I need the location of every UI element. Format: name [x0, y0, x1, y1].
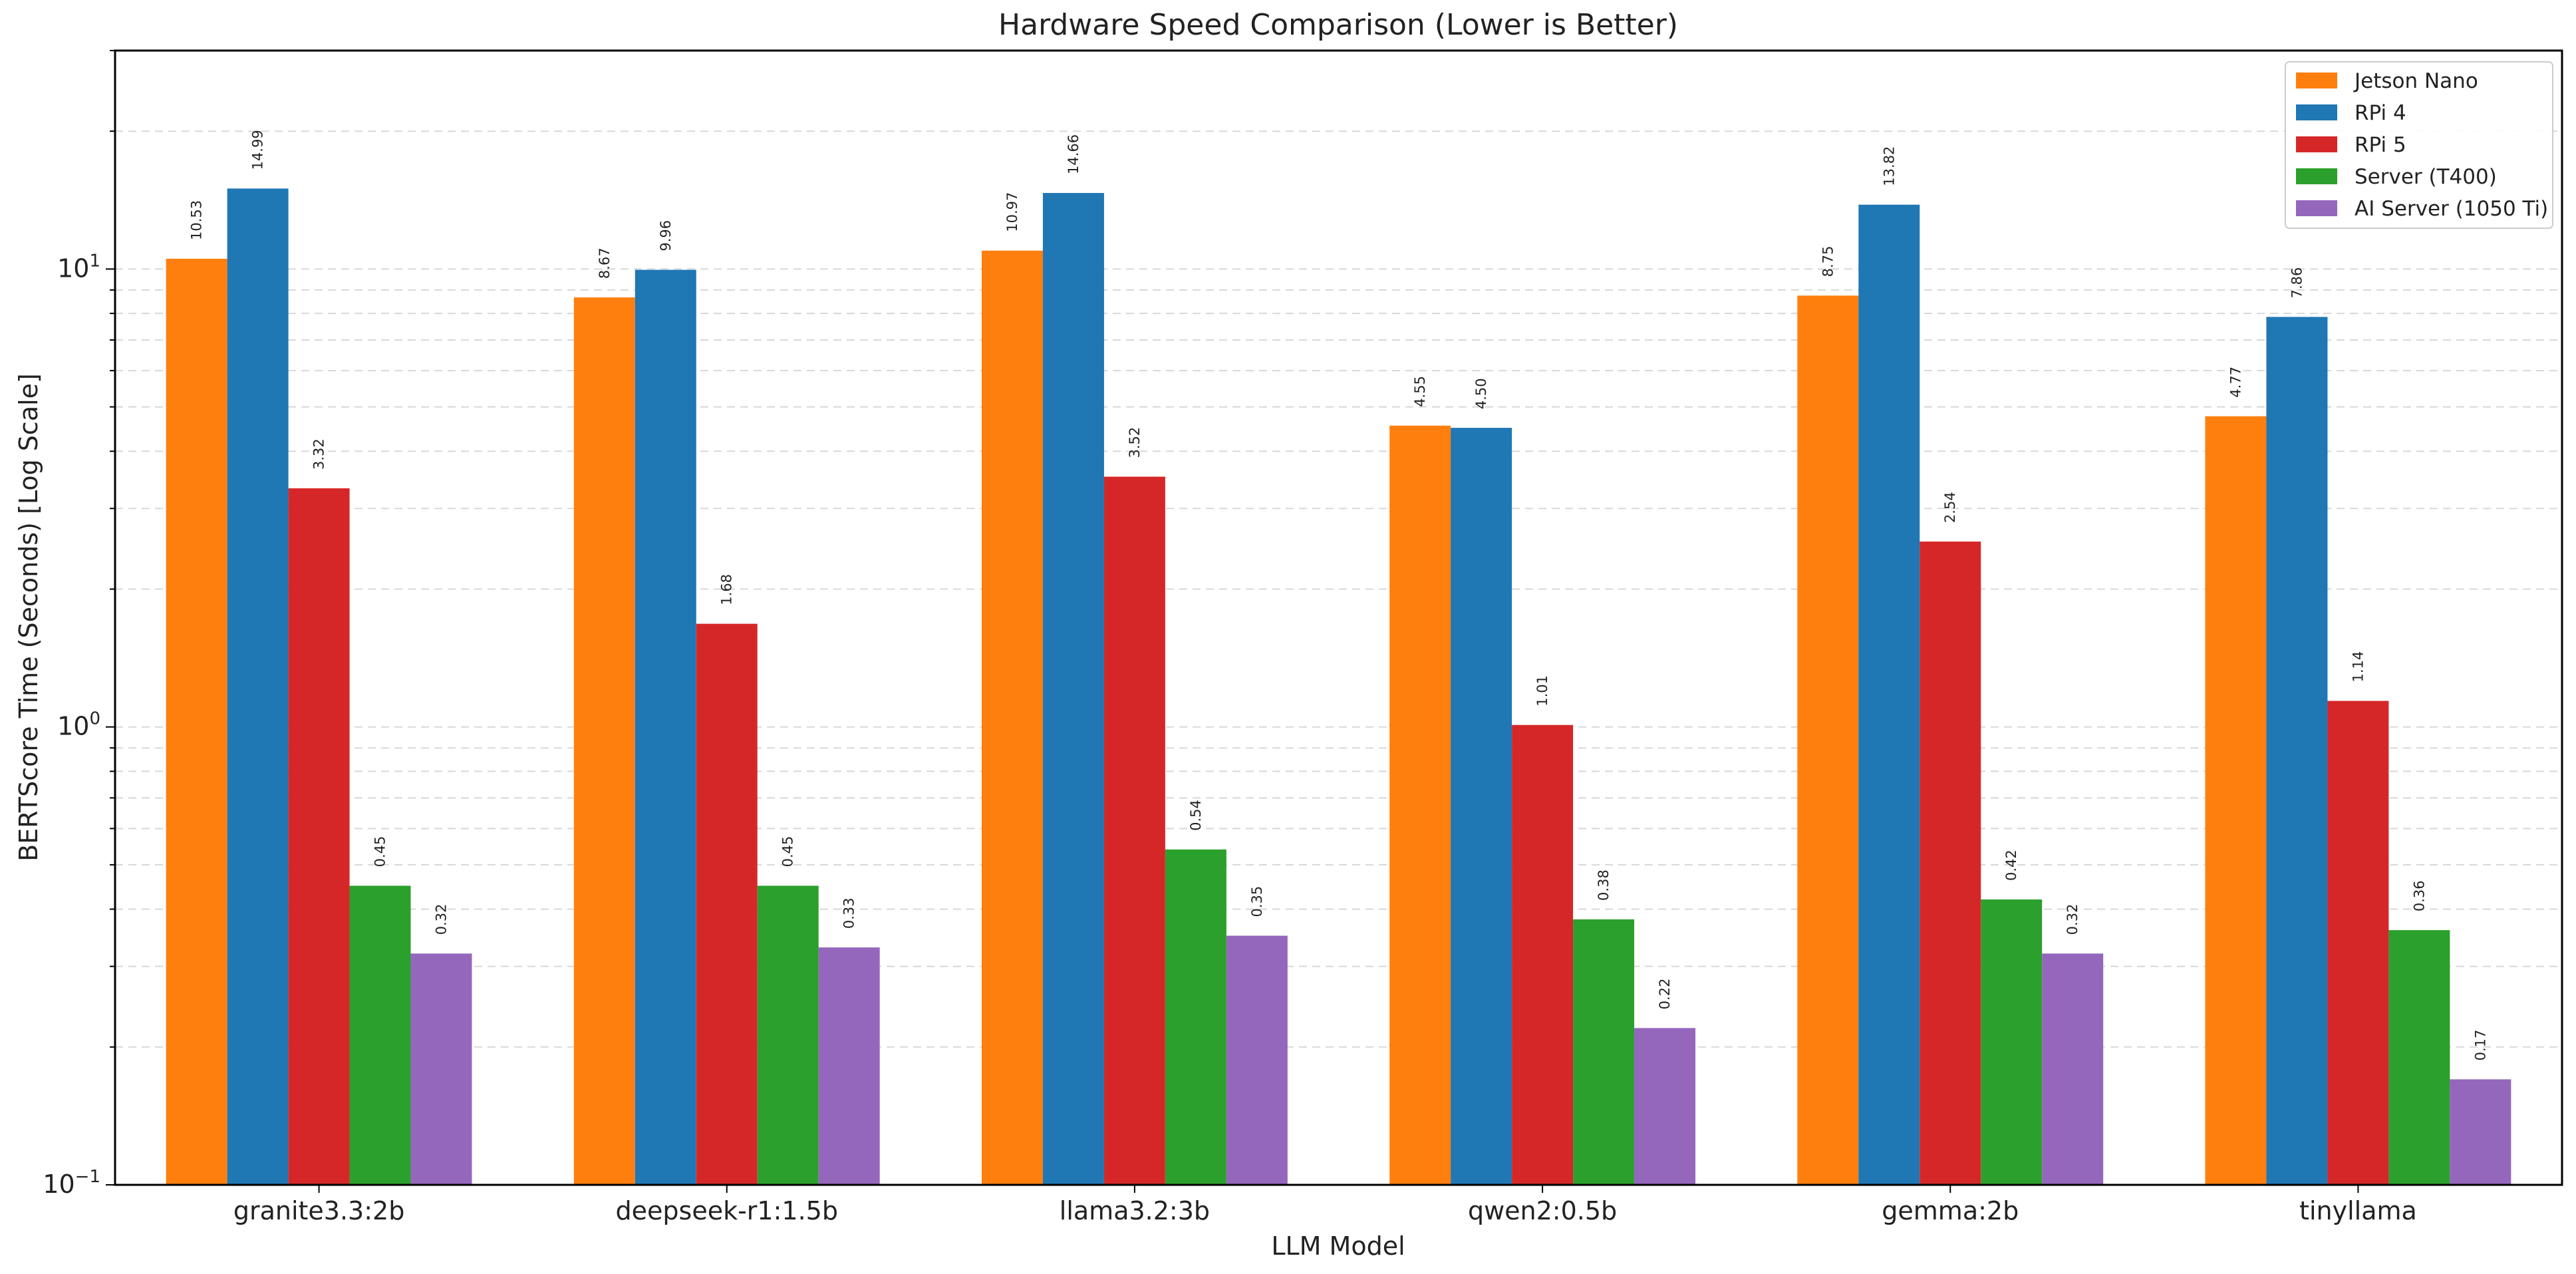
bar-value-label: 10.53	[189, 200, 205, 240]
bar	[757, 885, 819, 1185]
bar	[1920, 542, 1981, 1185]
legend-entry: Jetson Nano	[2353, 69, 2478, 93]
bar-value-label: 2.54	[1942, 492, 1958, 523]
bar	[1797, 295, 1859, 1185]
bar-value-label: 10.97	[1004, 192, 1020, 232]
y-tick-label: 10−1	[43, 1167, 100, 1199]
bar-value-label: 3.32	[311, 438, 327, 470]
bar	[1451, 428, 1512, 1186]
bar	[1634, 1028, 1696, 1185]
bar-value-label: 0.32	[2065, 904, 2080, 935]
bar-value-label: 0.35	[1249, 886, 1265, 917]
bar	[1042, 193, 1104, 1185]
bar-value-label: 4.50	[1473, 378, 1489, 409]
bar-value-label: 0.33	[841, 897, 857, 929]
y-axis-ticks: 10−1 100 101	[43, 50, 115, 1199]
bar-value-label: 0.54	[1188, 800, 1204, 831]
bar	[1226, 935, 1288, 1185]
bar-value-label: 0.45	[372, 836, 388, 868]
x-tick-label: tinyllama	[2299, 1196, 2417, 1225]
bar	[410, 953, 472, 1185]
x-tick-label: granite3.3:2b	[233, 1196, 404, 1225]
bar	[696, 623, 758, 1185]
bar	[981, 250, 1043, 1185]
bar-value-label: 0.32	[434, 904, 450, 935]
bar-value-label: 0.17	[2472, 1030, 2488, 1061]
bar	[818, 947, 880, 1185]
legend-swatch	[2296, 104, 2337, 120]
bar	[166, 258, 227, 1186]
legend-entry: RPi 4	[2355, 101, 2406, 125]
legend-swatch	[2296, 136, 2337, 152]
bar-value-label: 1.14	[2350, 651, 2366, 683]
legend: Jetson Nano RPi 4 RPi 5 Server (T400) AI Ser…	[2285, 61, 2553, 229]
y-axis-label: BERTScore Time (Seconds) [Log Scale]	[14, 373, 43, 862]
x-axis-ticks: granite3.3:2b deepseek-r1:1.5b llama3.2:3b…	[233, 1185, 2417, 1225]
bar	[1389, 425, 1451, 1185]
bar-value-label: 0.22	[1657, 979, 1673, 1010]
x-tick-label: gemma:2b	[1882, 1196, 2019, 1225]
bar	[2388, 930, 2450, 1185]
x-axis-label: LLM Model	[1271, 1231, 1405, 1261]
bar	[1573, 919, 1635, 1185]
bar	[1103, 476, 1165, 1185]
chart-title: Hardware Speed Comparison (Lower is Bett…	[998, 8, 1678, 42]
bar	[2042, 953, 2104, 1185]
legend-entry: AI Server (1050 Ti)	[2355, 197, 2548, 221]
bar	[635, 269, 696, 1186]
legend-entry: Server (T400)	[2355, 165, 2497, 189]
bar	[1512, 724, 1574, 1185]
bar-value-label: 1.01	[1534, 675, 1550, 707]
bar-value-label: 0.42	[2003, 850, 2019, 881]
bar-value-label: 1.68	[719, 574, 735, 605]
bar-value-label: 4.55	[1412, 376, 1428, 407]
bar	[2266, 317, 2328, 1186]
bar	[227, 188, 289, 1186]
bar-value-label: 3.52	[1127, 427, 1143, 458]
bar-value-label: 7.86	[2289, 267, 2305, 299]
bar	[2450, 1079, 2511, 1185]
x-tick-label: qwen2:0.5b	[1468, 1196, 1617, 1225]
bar-value-labels: 10.53 14.99 3.32 0.45 0.32 8.67 9.96 1.68 0.45 0.…	[189, 130, 2489, 1060]
bar	[2327, 701, 2389, 1185]
x-tick-label: deepseek-r1:1.5b	[616, 1196, 838, 1225]
bar-value-label: 0.36	[2411, 880, 2427, 911]
bar-value-label: 9.96	[658, 220, 674, 251]
bar-value-label: 0.45	[780, 836, 796, 868]
bar	[2205, 416, 2267, 1186]
bar	[573, 297, 635, 1185]
bar-value-label: 14.66	[1066, 134, 1081, 174]
bar-value-label: 4.77	[2227, 367, 2243, 398]
bar-value-label: 0.38	[1596, 870, 1612, 901]
bar-value-label: 8.67	[597, 247, 613, 279]
x-tick-label: llama3.2:3b	[1060, 1196, 1210, 1225]
y-tick-label: 100	[57, 709, 100, 741]
bar	[1981, 899, 2043, 1185]
bar	[288, 488, 350, 1186]
bar-value-label: 14.99	[250, 130, 266, 170]
legend-entry: RPi 5	[2355, 133, 2406, 157]
y-tick-label: 101	[57, 251, 100, 283]
bar-value-label: 8.75	[1820, 246, 1836, 277]
legend-box	[2285, 61, 2553, 229]
legend-swatch	[2296, 200, 2337, 216]
bar	[1858, 204, 1920, 1185]
plot-frame	[114, 49, 2563, 1186]
bar-value-label: 13.82	[1881, 146, 1897, 186]
bar	[349, 885, 411, 1185]
legend-swatch	[2296, 168, 2337, 184]
bars	[166, 188, 2511, 1186]
bar	[1165, 849, 1226, 1185]
legend-swatch	[2296, 73, 2337, 88]
